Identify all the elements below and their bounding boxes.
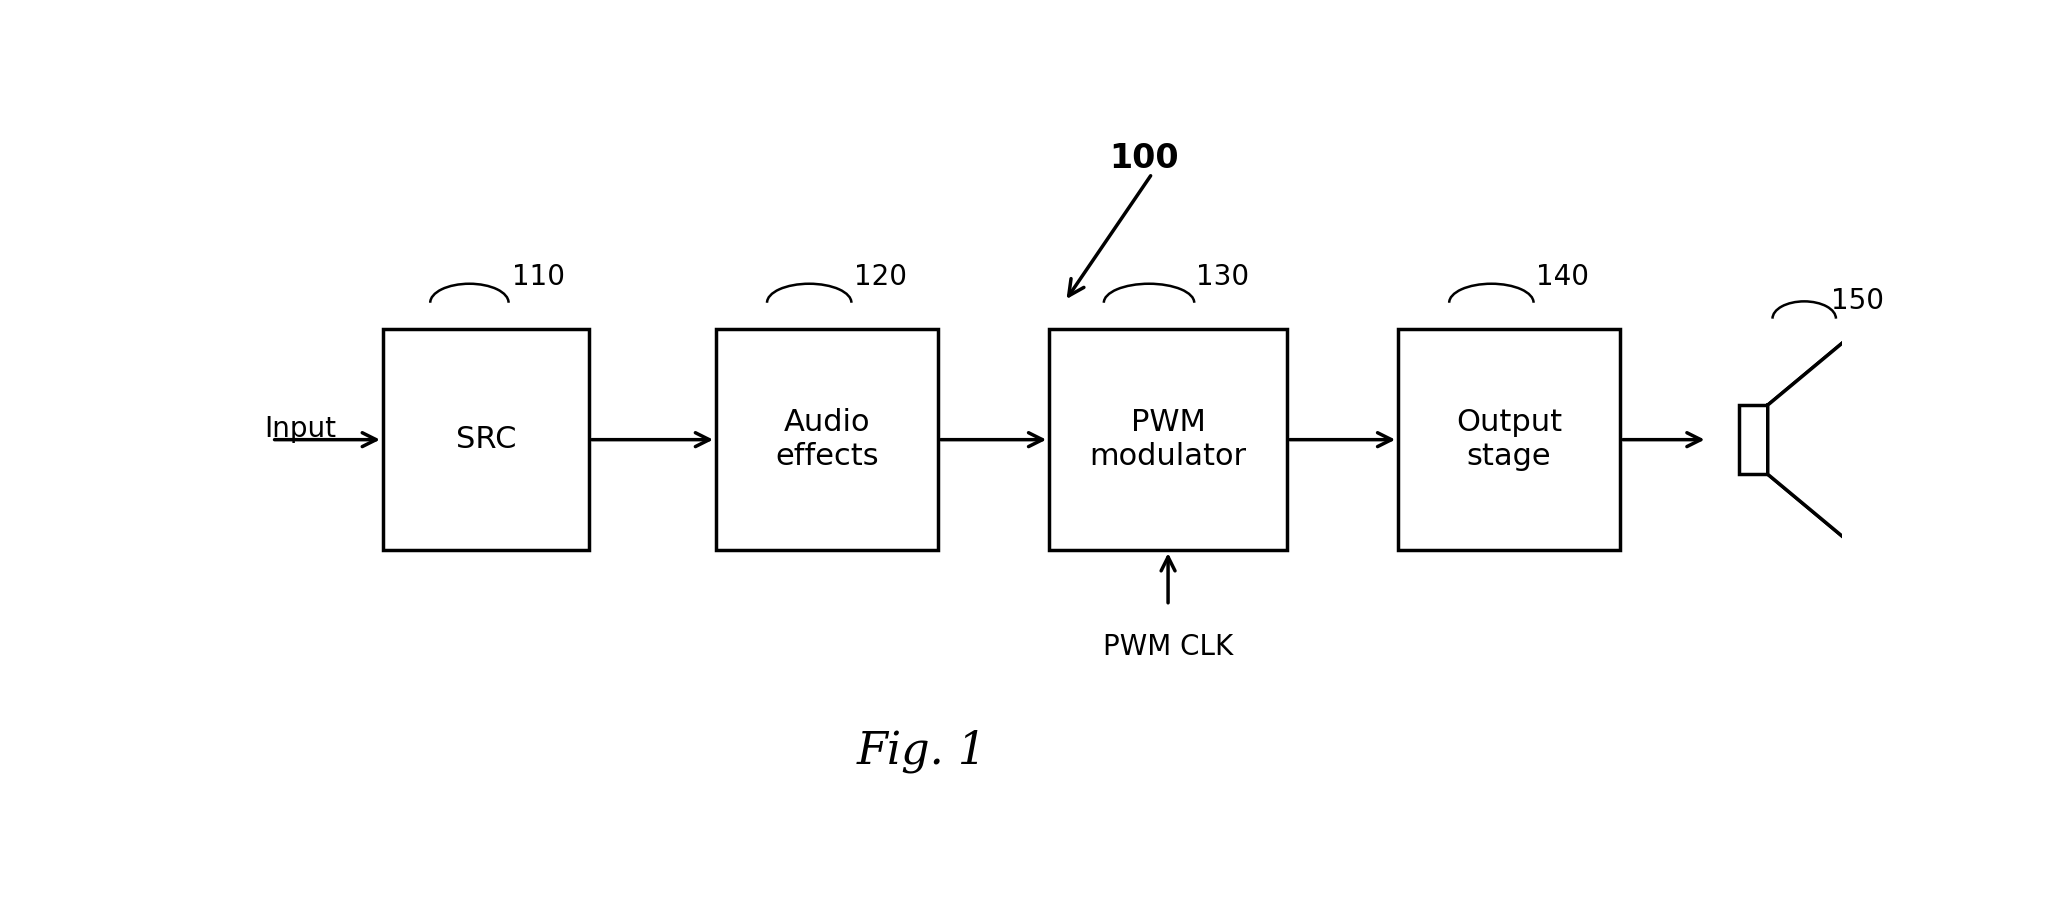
Text: Input: Input xyxy=(264,415,336,444)
Text: SRC: SRC xyxy=(456,425,516,454)
Bar xyxy=(1398,329,1621,550)
Text: 150: 150 xyxy=(1832,287,1883,315)
Bar xyxy=(1050,329,1288,550)
Text: PWM CLK: PWM CLK xyxy=(1103,633,1232,661)
Text: 140: 140 xyxy=(1535,263,1588,291)
Polygon shape xyxy=(1769,332,1855,547)
Text: Fig. 1: Fig. 1 xyxy=(858,729,987,772)
Text: 130: 130 xyxy=(1195,263,1249,291)
Text: PWM
modulator: PWM modulator xyxy=(1089,409,1247,471)
Text: 100: 100 xyxy=(1109,142,1179,175)
Text: Output
stage: Output stage xyxy=(1455,409,1562,471)
Bar xyxy=(383,329,590,550)
Bar xyxy=(716,329,938,550)
Bar xyxy=(1740,405,1769,474)
Text: Audio
effects: Audio effects xyxy=(776,409,878,471)
Text: 110: 110 xyxy=(512,263,565,291)
Text: 120: 120 xyxy=(854,263,907,291)
